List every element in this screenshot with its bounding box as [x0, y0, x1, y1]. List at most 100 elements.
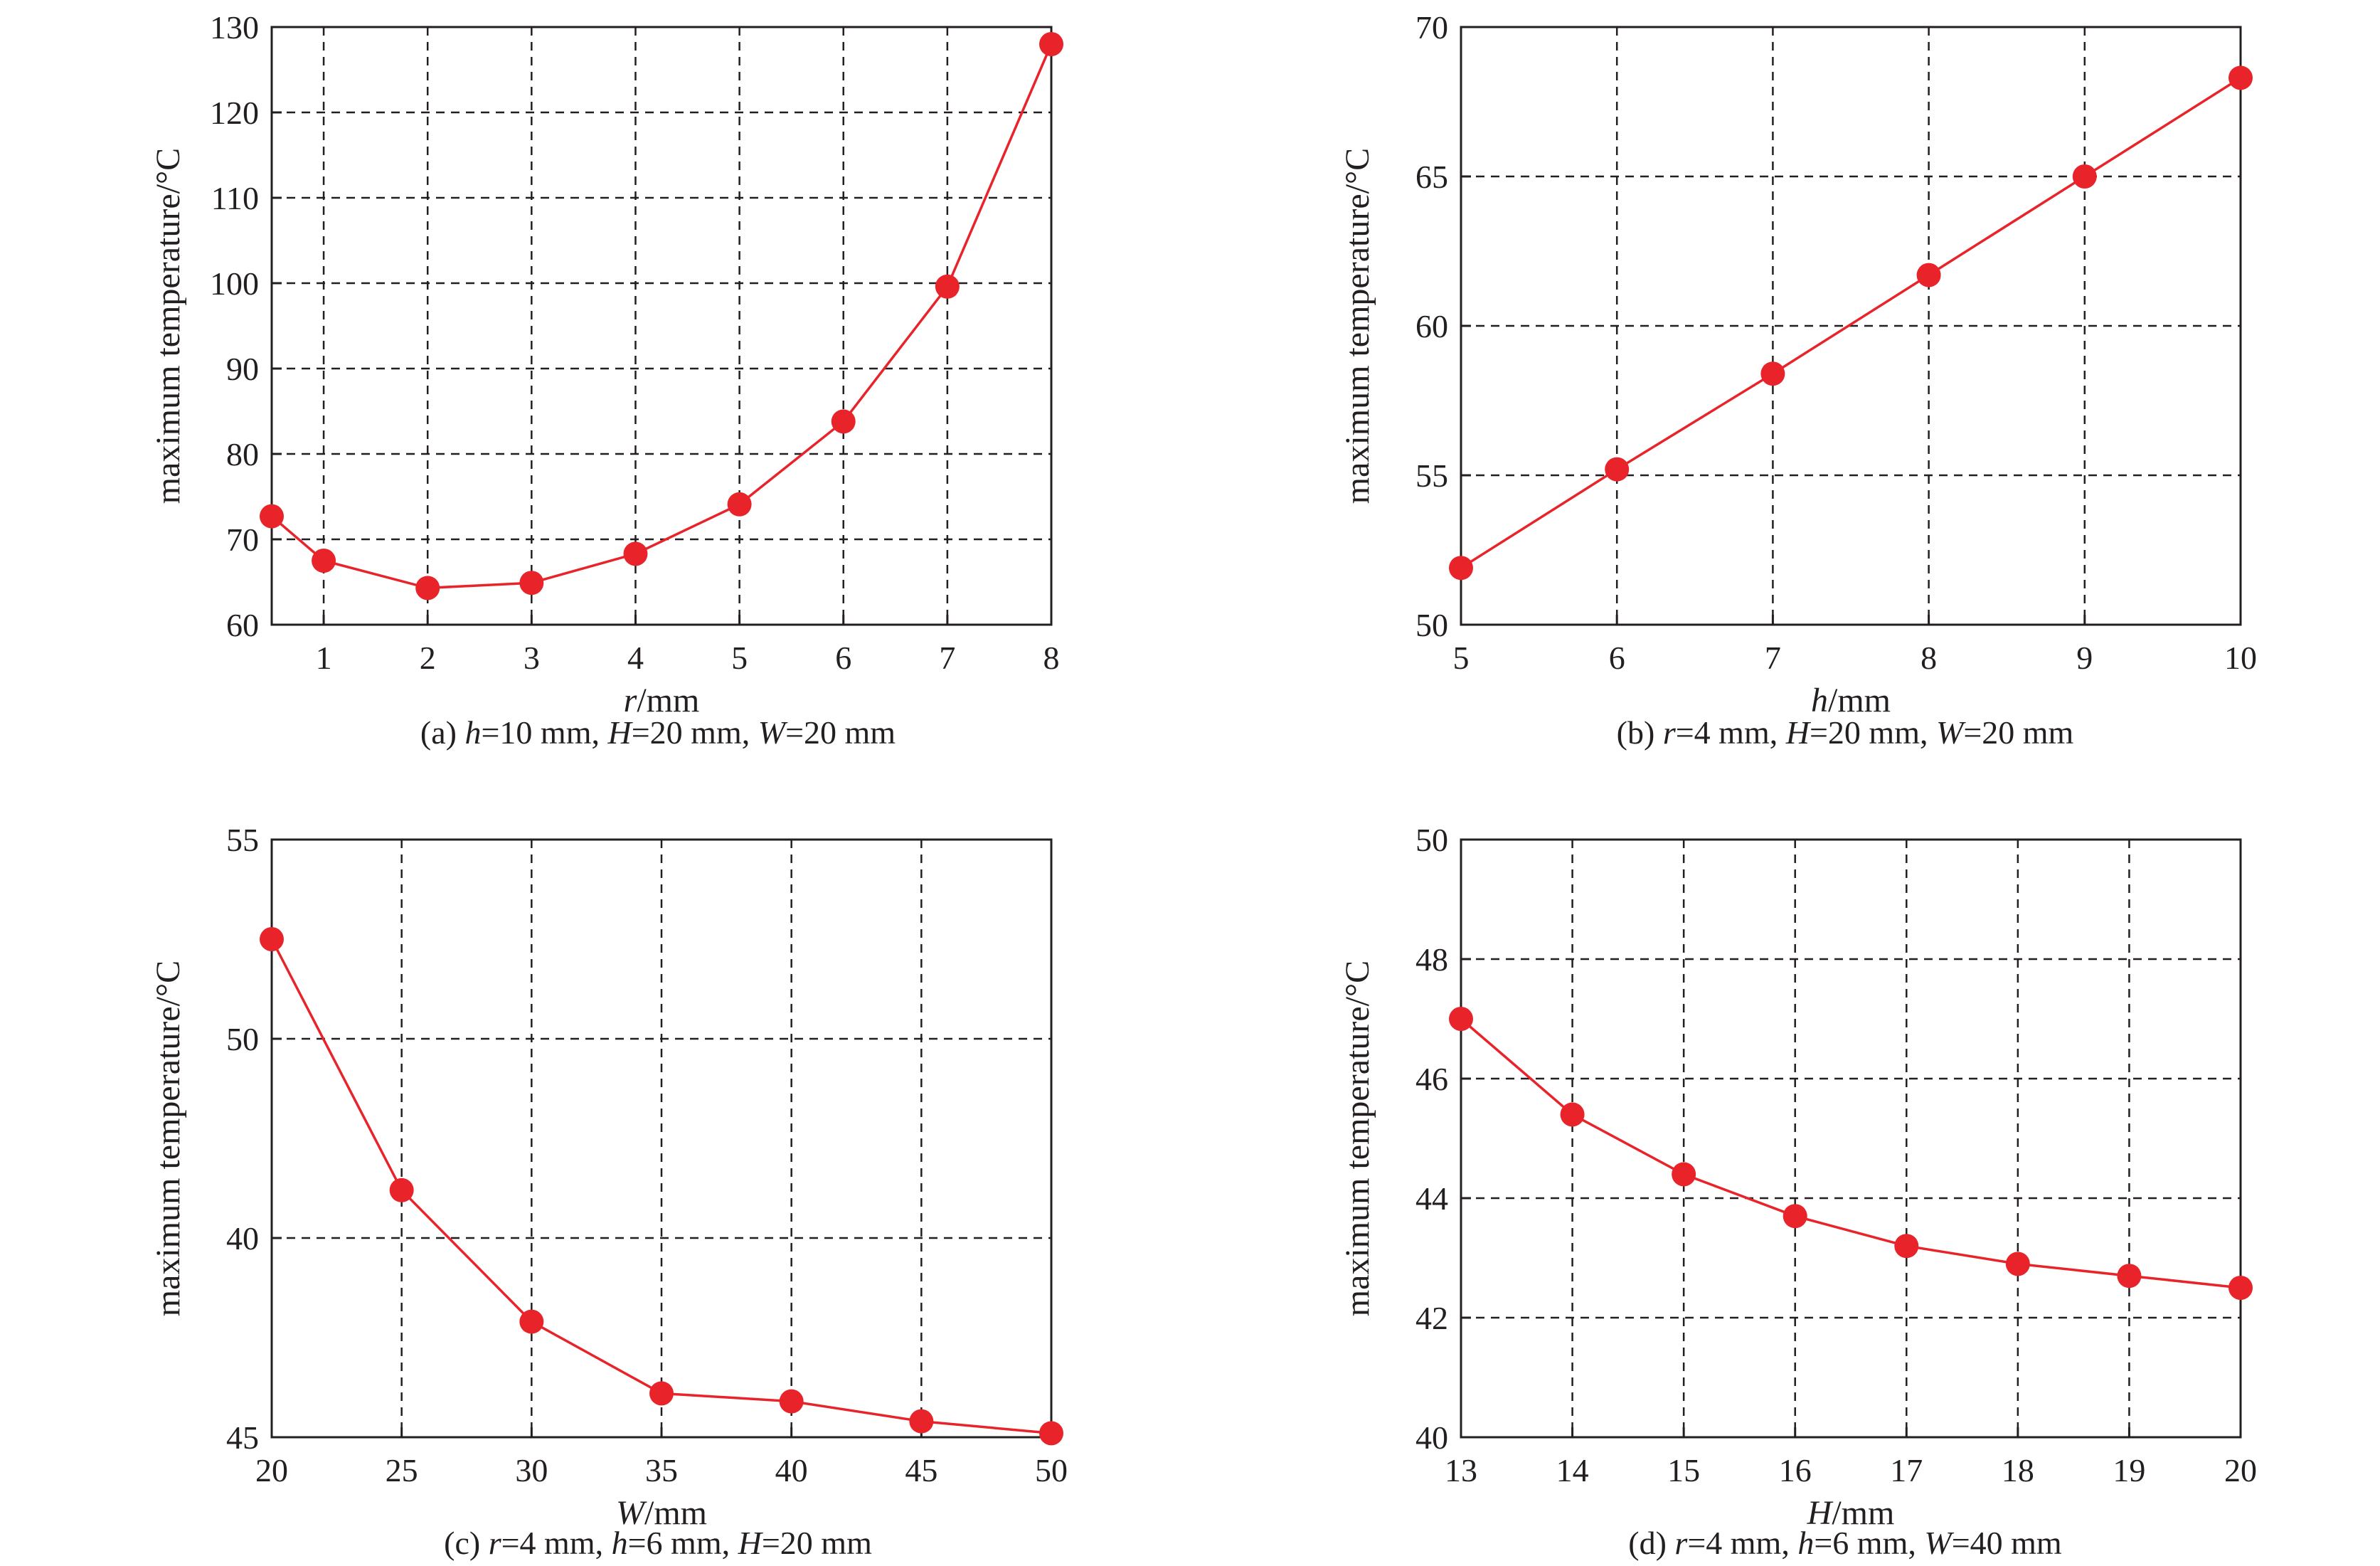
x-tick-label: 4 [627, 640, 644, 676]
x-axis-unit: /mm [1832, 1494, 1894, 1532]
y-tick-label: 50 [226, 1021, 259, 1057]
caption-variable: h [464, 714, 482, 751]
x-tick-label: 45 [905, 1452, 937, 1488]
y-tick-label: 50 [1415, 822, 1448, 858]
caption-variable: W [758, 714, 786, 751]
x-axis-label: W/mm [616, 1494, 707, 1532]
x-axis-label: H/mm [1807, 1494, 1895, 1532]
data-point [312, 549, 336, 573]
caption-d: (d) r=4 mm, h=6 mm, W=40 mm [1628, 1524, 2061, 1562]
y-tick-label: 130 [210, 9, 259, 46]
caption-text: =40 mm [1951, 1525, 2062, 1561]
x-axis-label: h/mm [1811, 682, 1891, 719]
y-tick-label: 45 [226, 1419, 259, 1456]
caption-variable: W [1935, 714, 1964, 751]
caption-text: (b) [1616, 714, 1663, 751]
x-tick-label: 50 [1035, 1452, 1068, 1488]
y-axis-label: maximum temperature/°C [149, 148, 187, 504]
y-tick-label: 44 [1415, 1180, 1448, 1217]
x-tick-label: 25 [386, 1452, 418, 1488]
caption-variable: h [611, 1525, 628, 1561]
caption-variable: H [1785, 714, 1810, 751]
caption-text: (c) [444, 1525, 489, 1561]
caption-text: (a) [420, 714, 465, 751]
data-point [1894, 1234, 1919, 1259]
caption-text: =4 mm, [1687, 1525, 1798, 1561]
data-point [1783, 1204, 1807, 1229]
caption-b: (b) r=4 mm, H=20 mm, W=20 mm [1617, 714, 2074, 751]
chart-d: 13 14 15 16 17 18 19 20 40 42 44 46 48 50 maximum temp… [1339, 822, 2257, 1532]
x-tick-label: 35 [645, 1452, 678, 1488]
x-axis-variable: r [624, 682, 637, 719]
y-tick-label: 60 [1415, 308, 1448, 344]
caption-text: =4 mm, [501, 1525, 612, 1561]
x-axis-variable: h [1811, 682, 1828, 719]
caption-a: (a) h=10 mm, H=20 mm, W=20 mm [420, 714, 896, 751]
data-point [2228, 65, 2253, 90]
y-tick-label: 55 [1415, 457, 1448, 494]
x-tick-label: 10 [2224, 640, 2257, 676]
caption-text: =6 mm, [627, 1525, 738, 1561]
x-tick-label: 5 [1453, 640, 1470, 676]
plot-frame [270, 26, 1053, 626]
caption-text: =20 mm [761, 1525, 872, 1561]
x-axis-variable: H [1807, 1494, 1834, 1532]
y-tick-label: 65 [1415, 159, 1448, 195]
series-line [270, 43, 1053, 590]
y-tick-label: 80 [226, 436, 259, 472]
data-point [2072, 164, 2097, 189]
data-point [2228, 1276, 2253, 1300]
x-tick-label: 18 [2002, 1452, 2034, 1488]
y-tick-label: 50 [1415, 607, 1448, 643]
y-tick-label: 70 [226, 522, 259, 558]
y-tick-label: 110 [211, 180, 259, 216]
x-tick-label: 17 [1890, 1452, 1923, 1488]
caption-variable: r [488, 1525, 501, 1561]
caption-text: =10 mm, [481, 714, 608, 751]
y-tick-label: 60 [226, 607, 259, 643]
caption-text: =20 mm [785, 714, 896, 751]
x-axis-label: r/mm [624, 682, 700, 719]
y-tick-label: 42 [1415, 1300, 1448, 1336]
y-tick-label: 40 [226, 1220, 259, 1256]
x-tick-label: 9 [2076, 640, 2093, 676]
data-point [2005, 1252, 2030, 1276]
chart-c: 20 25 30 35 40 45 50 45 40 50 55 maximum temperatur… [149, 822, 1068, 1532]
x-tick-label: 13 [1445, 1452, 1477, 1488]
data-point [779, 1389, 804, 1414]
x-tick-label: 3 [524, 640, 540, 676]
data-point [727, 492, 752, 517]
series-line [1460, 76, 2241, 569]
x-axis-unit: /mm [644, 1494, 707, 1532]
x-tick-label: 6 [835, 640, 851, 676]
x-axis-variable: W [616, 1494, 647, 1532]
y-tick-label: 55 [226, 822, 259, 858]
x-tick-label: 7 [939, 640, 955, 676]
x-tick-label: 20 [2224, 1452, 2257, 1488]
x-tick-label: 19 [2113, 1452, 2145, 1488]
x-tick-label: 14 [1556, 1452, 1589, 1488]
data-point [1560, 1102, 1585, 1127]
data-point [260, 504, 284, 529]
y-tick-label: 70 [1415, 9, 1448, 46]
x-tick-label: 8 [1921, 640, 1937, 676]
caption-text: =20 mm, [631, 714, 758, 751]
caption-variable: H [738, 1525, 762, 1561]
y-tick-label: 100 [210, 265, 259, 302]
x-tick-label: 40 [775, 1452, 808, 1488]
caption-c: (c) r=4 mm, h=6 mm, H=20 mm [444, 1524, 872, 1562]
data-point [1672, 1162, 1696, 1187]
data-point [519, 1309, 544, 1334]
x-tick-label: 20 [255, 1452, 288, 1488]
caption-text: =20 mm, [1809, 714, 1936, 751]
y-axis-label: maximum temperature/°C [1339, 961, 1376, 1316]
caption-variable: r [1674, 1525, 1688, 1561]
y-tick-label: 120 [210, 95, 259, 131]
x-axis-unit: /mm [637, 682, 699, 719]
data-point [1449, 1007, 1473, 1031]
y-axis-label: maximum temperature/°C [1339, 148, 1376, 504]
series-line [1460, 1017, 2241, 1289]
y-tick-label: 40 [1415, 1419, 1448, 1456]
